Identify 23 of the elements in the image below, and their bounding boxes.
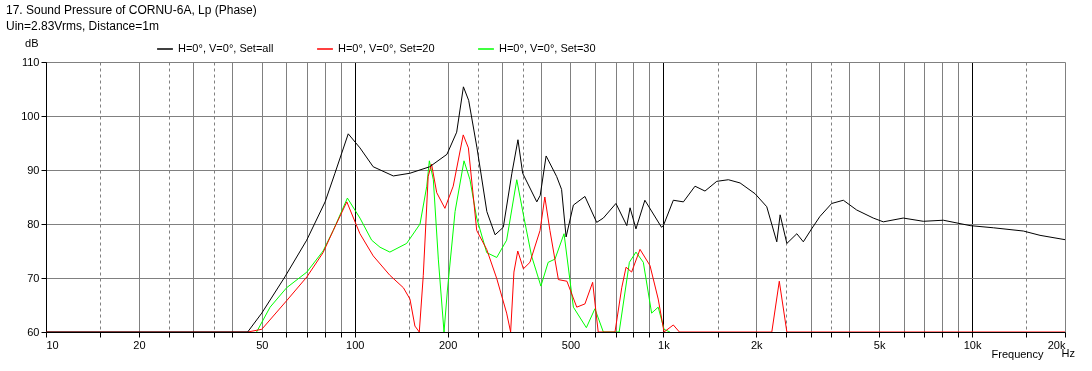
x-tick-label: 5k [873, 338, 886, 351]
y-tick-label: 90 [27, 163, 40, 176]
legend-label: H=0°, V=0°, Set=30 [499, 42, 596, 54]
x-tick-label: 50 [256, 338, 269, 351]
x-tick-label: 200 [438, 338, 458, 351]
y-tick-label: 80 [27, 217, 40, 230]
chart-title: 17. Sound Pressure of CORNU-6A, Lp (Phase) [6, 3, 257, 17]
y-axis-title: dB [25, 36, 39, 49]
x-tick-label: 10k [963, 338, 982, 351]
y-tick-label: 110 [21, 55, 40, 68]
y-tick-label: 60 [27, 325, 40, 338]
legend-label: H=0°, V=0°, Set=all [178, 42, 274, 54]
y-tick-label: 70 [27, 271, 40, 284]
y-tick-label: 100 [21, 109, 40, 122]
x-tick-label: 100 [346, 338, 365, 351]
x-tick-label: 10 [46, 338, 59, 351]
chart-subtitle: Uin=2.83Vrms, Distance=1m [6, 19, 159, 33]
x-tick-label: 20 [133, 338, 146, 351]
x-tick-label: 1k [658, 338, 671, 351]
x-tick-label: 500 [561, 338, 581, 351]
x-axis-title: Frequency [991, 347, 1044, 360]
x-tick-label: 2k [751, 338, 764, 351]
legend-label: H=0°, V=0°, Set=20 [338, 42, 435, 54]
